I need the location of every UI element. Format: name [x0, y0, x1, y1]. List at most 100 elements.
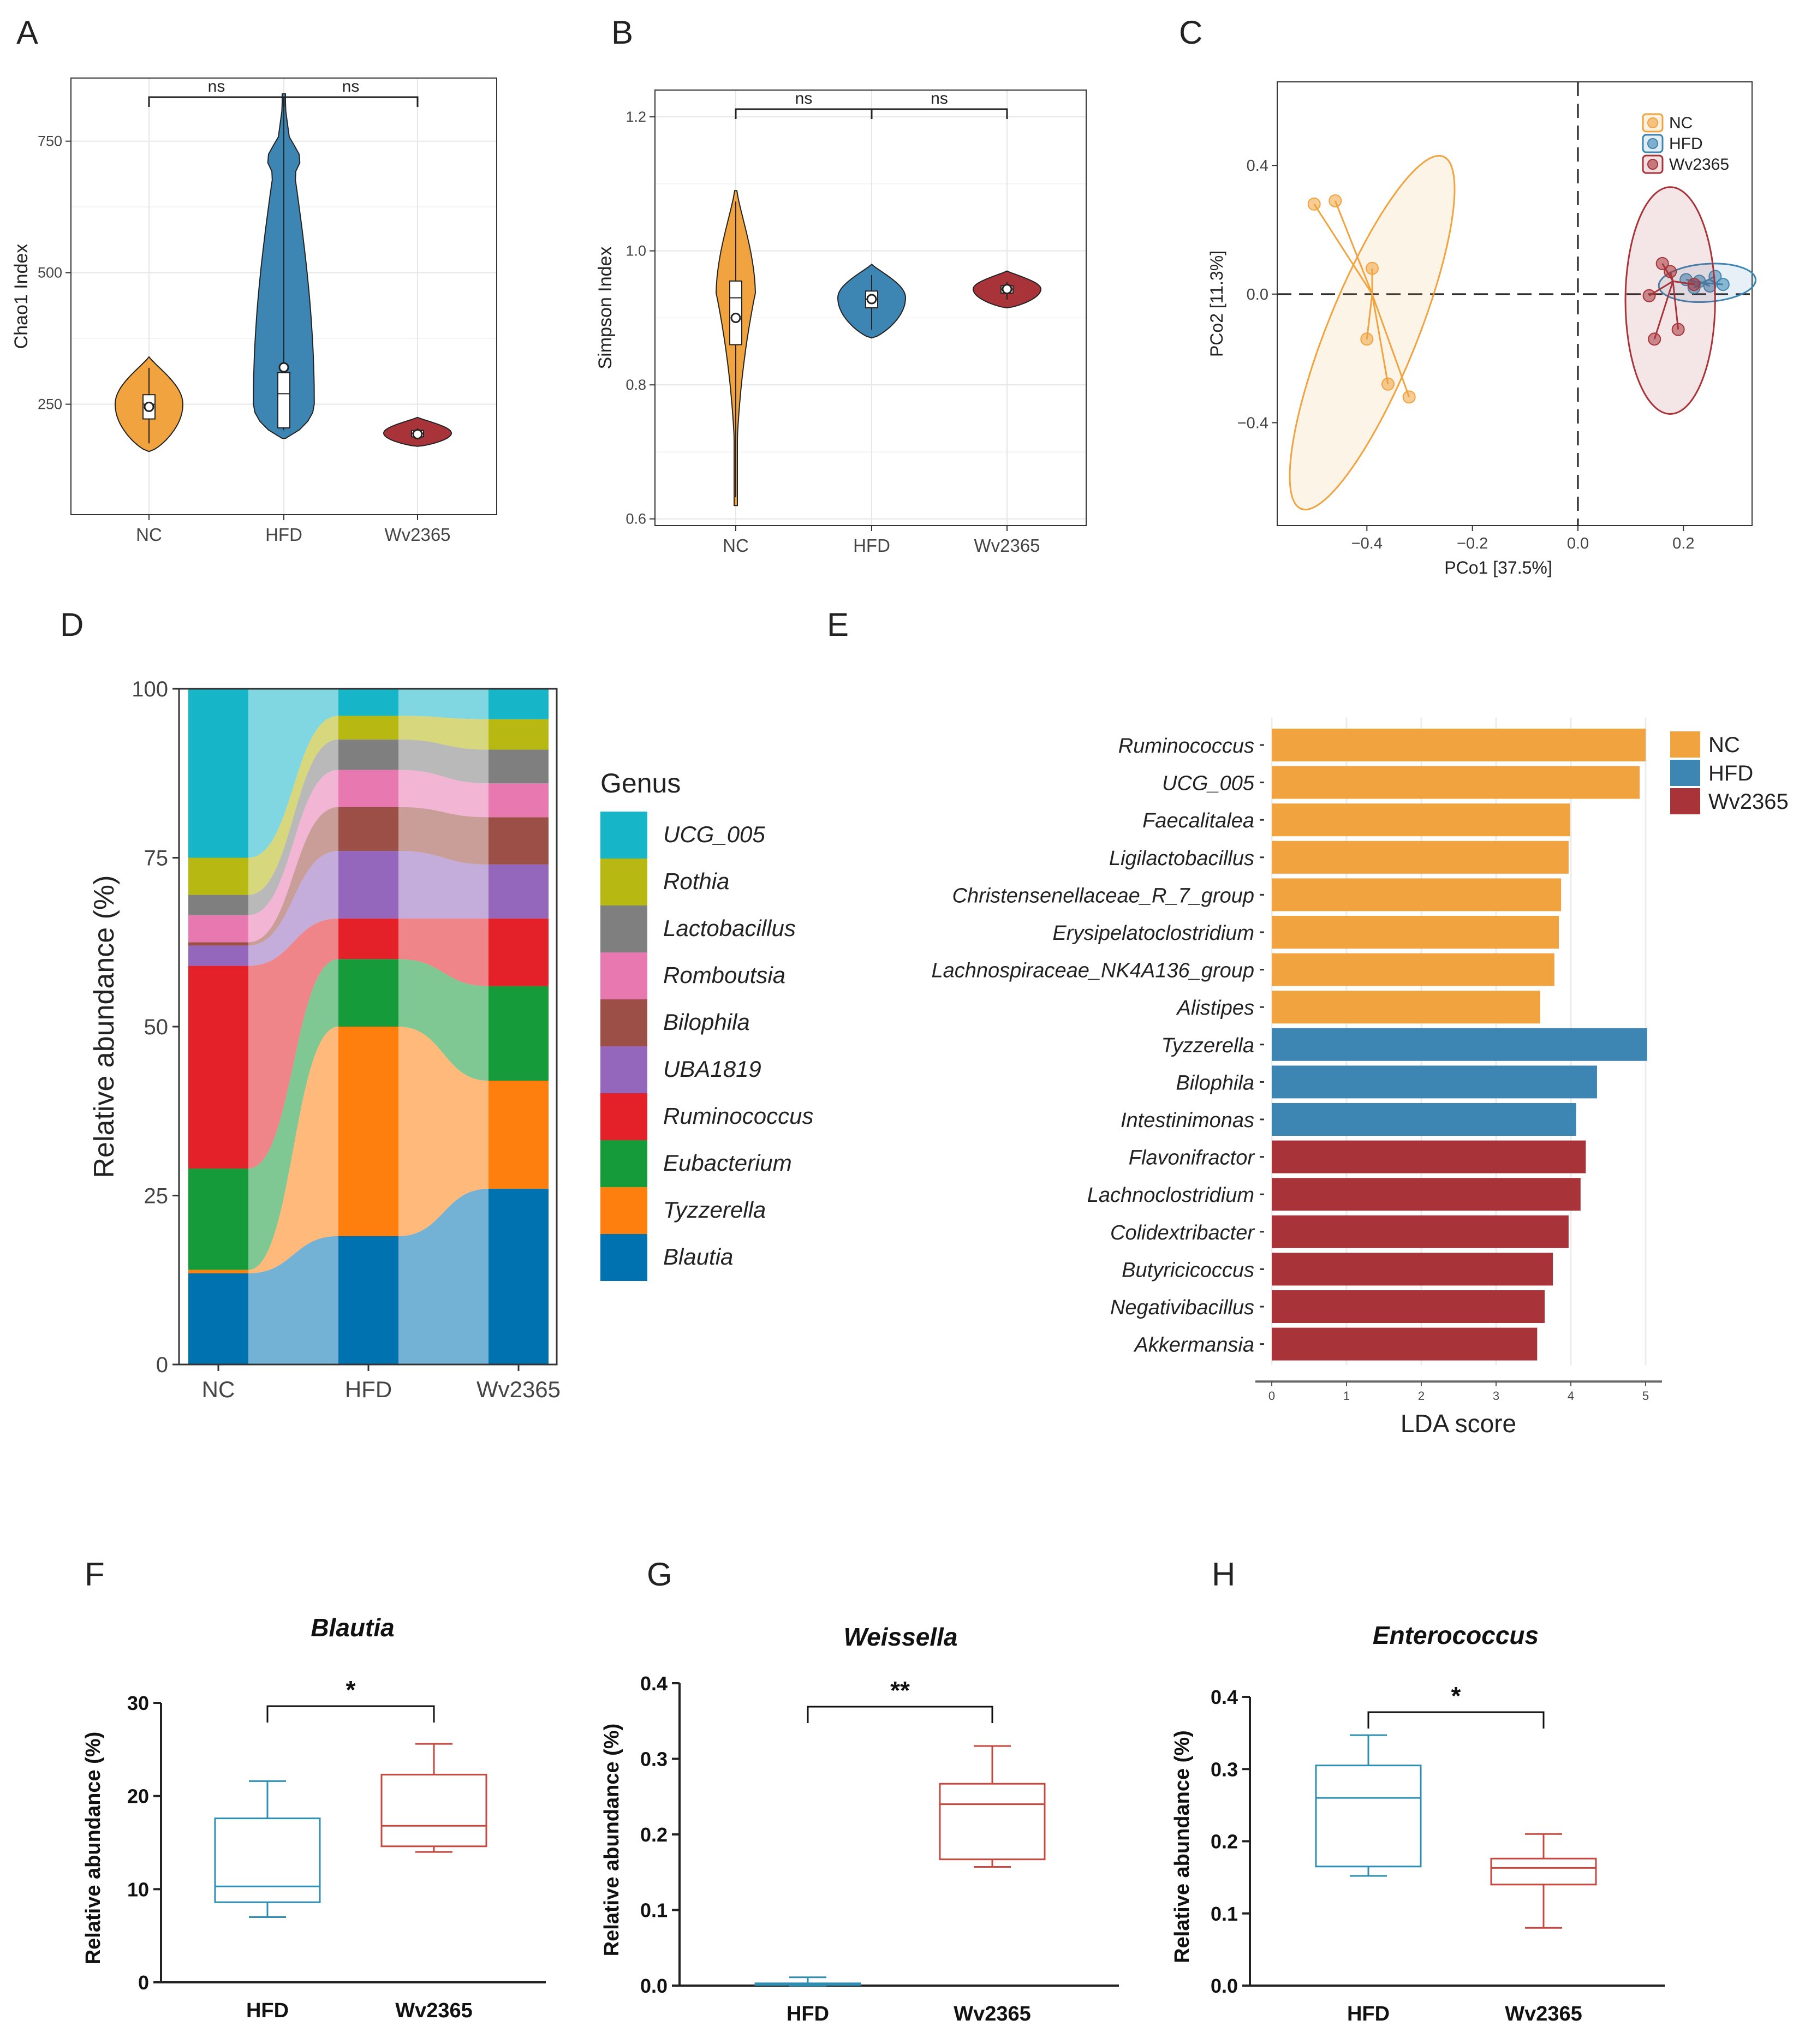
x-tick-label: Wv2365	[476, 1376, 561, 1402]
legend-label-hfd: HFD	[1669, 135, 1703, 153]
bar-hfd-bilophila	[338, 807, 398, 851]
flow-bilophila	[248, 807, 338, 946]
stacked-abundance-chart: 0 25 50 75 100 NC HFD Wv2365 Relative abundance …	[88, 677, 813, 1402]
x-tick-label: HFD	[265, 525, 302, 545]
spider-line	[1313, 204, 1373, 295]
bar-hfd-rothia	[338, 716, 398, 740]
box-chart-blautia: Blautia 0 10 20 30 Relative abundance (%) HFD W…	[82, 1613, 546, 2022]
legend-swatch-hfd	[1670, 760, 1700, 786]
point-nc	[1360, 332, 1374, 346]
point-hfd	[1716, 278, 1730, 291]
significance-label: *	[1451, 1682, 1461, 1710]
y-tick-label: 100	[132, 677, 168, 701]
chart-title: Enterococcus	[1373, 1621, 1539, 1649]
y-tick-label: 25	[144, 1184, 169, 1208]
y-tick-label: 75	[144, 847, 169, 871]
y-tick-label: 0.1	[1211, 1903, 1238, 1925]
legend-point	[1647, 138, 1658, 149]
legend-swatch-ruminococcus	[600, 1093, 647, 1140]
legend-point	[1647, 117, 1658, 128]
lda-bar-lachnospiraceae-nk4a136-group	[1272, 953, 1554, 986]
x-tick-label: 1	[1343, 1389, 1350, 1403]
legend-label-romboutsia: Romboutsia	[663, 962, 785, 988]
significance-label: ns	[931, 90, 948, 108]
significance-label: ns	[342, 78, 360, 96]
lda-bar-akkermansia	[1272, 1327, 1538, 1361]
lda-bar-ligilactobacillus	[1272, 841, 1569, 874]
bar-nc-lactobacillus	[188, 895, 248, 915]
bar-nc-rothia	[188, 857, 248, 895]
flow-tyzzerella	[398, 1027, 489, 1236]
point-nc	[1366, 261, 1379, 275]
legend-swatch-tyzzerella	[600, 1187, 647, 1234]
legend-swatch-rothia	[600, 859, 647, 905]
bar-wv2365-tyzzerella	[489, 1081, 549, 1189]
legend-label-blautia: Blautia	[663, 1244, 733, 1270]
legend-swatch-lactobacillus	[600, 905, 647, 952]
lda-label-ruminococcus: Ruminococcus	[1118, 735, 1254, 758]
legend-swatch-uba1819	[600, 1046, 647, 1093]
x-tick-label: 0.2	[1672, 535, 1694, 552]
flow-ruminococcus	[398, 918, 489, 986]
y-tick-label: 0	[138, 1971, 149, 1994]
flow-rothia	[248, 716, 338, 895]
x-tick-label: Wv2365	[974, 535, 1040, 556]
panel-label-e: E	[827, 606, 849, 643]
legend-label-wv2365: Wv2365	[1669, 156, 1729, 174]
y-tick-label: 10	[127, 1878, 149, 1900]
x-tick-label: 3	[1493, 1389, 1499, 1403]
bar-hfd-ucg-005	[338, 689, 398, 716]
y-tick-label: 0	[156, 1353, 168, 1377]
plot-border	[654, 90, 1087, 526]
x-tick-label: 4	[1568, 1389, 1574, 1403]
x-tick-label: HFD	[246, 1999, 289, 2022]
bar-wv2365-ucg-005	[489, 689, 549, 719]
legend-label-eubacterium: Eubacterium	[663, 1150, 792, 1176]
plot-border	[1277, 81, 1753, 526]
bar-hfd-blautia	[338, 1236, 398, 1364]
lda-label-alistipes: Alistipes	[1176, 997, 1255, 1020]
flow-eubacterium	[398, 959, 489, 1081]
y-tick-label: 0.1	[640, 1899, 668, 1922]
bar-nc-uba1819	[188, 945, 248, 966]
point-wv2365	[1648, 332, 1661, 346]
flow-ruminococcus	[248, 918, 338, 1169]
legend-label-hfd: HFD	[1708, 761, 1753, 785]
mean-marker	[866, 294, 877, 305]
spider-line	[1371, 294, 1410, 397]
lda-bar-tyzzerella	[1272, 1028, 1647, 1061]
y-tick-label: −0.4	[1237, 414, 1268, 432]
bar-wv2365-lactobacillus	[489, 749, 549, 784]
spider-line	[1371, 294, 1389, 385]
legend-label-bilophila: Bilophila	[663, 1009, 750, 1035]
x-axis-title: PCo1 [37.5%]	[1444, 558, 1552, 577]
legend-label-rothia: Rothia	[663, 868, 729, 894]
flow-uba1819	[398, 851, 489, 919]
y-axis-title: Relative abundance (%)	[600, 1724, 623, 1957]
legend-swatch-nc	[1670, 731, 1700, 758]
legend-label-nc: NC	[1669, 114, 1693, 132]
y-tick-label: 50	[144, 1015, 169, 1039]
violin-chart-simpson: 0.6 0.8 1.0 1.2 NC HFD Wv2365 Simpson Index ns ns	[595, 90, 1087, 556]
flow-romboutsia	[398, 770, 489, 818]
lda-label-christensenellaceae-r-7-group: Christensenellaceae_R_7_group	[952, 884, 1255, 907]
legend-label-tyzzerella: Tyzzerella	[663, 1197, 766, 1223]
ellipse-nc	[1289, 154, 1456, 511]
box-chart-enterococcus: Enterococcus 0.0 0.1 0.2 0.3 0.4 Relative abun…	[1171, 1621, 1665, 2025]
panel-label-c: C	[1179, 14, 1202, 51]
y-axis-title: Chao1 Index	[11, 244, 32, 349]
significance-label: ns	[208, 78, 225, 96]
box-wv2365	[939, 1783, 1046, 1861]
lda-label-ligilactobacillus: Ligilactobacillus	[1109, 847, 1254, 870]
legend-label-nc: NC	[1708, 733, 1740, 757]
bar-nc-romboutsia	[188, 915, 248, 943]
lda-label-lachnoclostridium: Lachnoclostridium	[1087, 1184, 1254, 1207]
x-tick-label: Wv2365	[954, 2003, 1031, 2025]
lda-bar-intestinimonas	[1272, 1103, 1576, 1136]
bar-hfd-tyzzerella	[338, 1027, 398, 1236]
bar-hfd-ruminococcus	[338, 918, 398, 960]
x-tick-label: HFD	[853, 535, 890, 556]
legend-swatch-blautia	[600, 1234, 647, 1281]
bar-wv2365-rothia	[489, 719, 549, 750]
bar-wv2365-bilophila	[489, 817, 549, 865]
